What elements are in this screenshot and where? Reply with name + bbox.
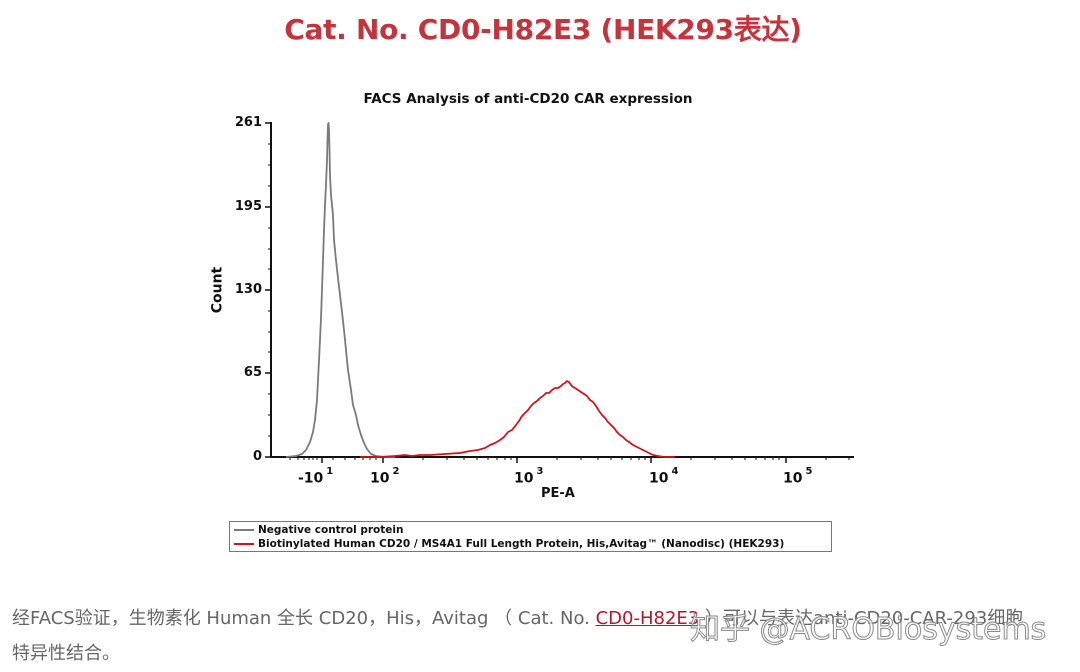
watermark: 知乎 @ACROBiosystems <box>689 612 1047 648</box>
x-axis-label: PE-A <box>541 486 575 501</box>
x-tick-label: 10 3 <box>514 466 544 487</box>
chart-legend: Negative control protein Biotinylated Hu… <box>229 521 832 552</box>
x-tick-exponent: 4 <box>671 466 679 477</box>
y-tick-label: 65 <box>243 365 262 380</box>
chart-title: FACS Analysis of anti-CD20 CAR expressio… <box>363 91 693 107</box>
legend-swatch-red <box>234 543 254 545</box>
legend-swatch-gray <box>234 529 254 531</box>
legend-label: Biotinylated Human CD20 / MS4A1 Full Len… <box>258 538 785 550</box>
x-tick-exponent: 3 <box>536 466 544 477</box>
x-tick-base: 10 <box>783 470 803 487</box>
facs-histogram-figure: FACS Analysis of anti-CD20 CAR expressio… <box>209 91 854 552</box>
y-tick-label: 261 <box>234 115 262 130</box>
y-axis-minor-ticks <box>268 143 271 437</box>
figure-caption: 经FACS验证，生物素化 Human 全长 CD20，His，Avitag （ … <box>12 601 1072 671</box>
x-tick-base: 10 <box>370 470 390 487</box>
legend-item-cd20-protein: Biotinylated Human CD20 / MS4A1 Full Len… <box>234 537 827 551</box>
plot-area <box>265 122 854 463</box>
page-title: Cat. No. CD0-H82E3 (HEK293表达) <box>284 13 802 46</box>
x-tick-label: 10 4 <box>649 466 679 487</box>
y-axis-major-ticks <box>265 122 271 458</box>
caption-text: 经FACS验证，生物素化 Human 全长 CD20，His，Avitag （ … <box>12 608 596 629</box>
x-tick-base: -10 <box>298 470 324 487</box>
y-tick-label: 195 <box>234 199 262 214</box>
series-cd20-line <box>360 380 675 458</box>
x-tick-base: 10 <box>649 470 669 487</box>
x-tick-label: -10 1 <box>298 466 334 487</box>
x-tick-label: 10 5 <box>783 466 813 487</box>
x-axis-major-ticks <box>321 457 787 463</box>
x-tick-base: 10 <box>514 470 534 487</box>
legend-item-negative-control: Negative control protein <box>234 523 827 537</box>
x-tick-exponent: 5 <box>805 466 813 477</box>
x-tick-exponent: 1 <box>326 466 334 477</box>
x-tick-label: 10 2 <box>370 466 400 487</box>
caption-text: ）可以与表达anti-CD20-CAR-293细胞 <box>699 608 1024 629</box>
y-tick-label: 130 <box>234 282 262 297</box>
x-tick-exponent: 2 <box>392 466 400 477</box>
catalog-number-link[interactable]: CD0-H82E3 <box>595 608 700 629</box>
caption-text: 特异性结合。 <box>12 643 120 664</box>
legend-label: Negative control protein <box>258 524 404 536</box>
series-negative-control-line <box>285 122 395 458</box>
y-tick-label: 0 <box>252 449 262 464</box>
